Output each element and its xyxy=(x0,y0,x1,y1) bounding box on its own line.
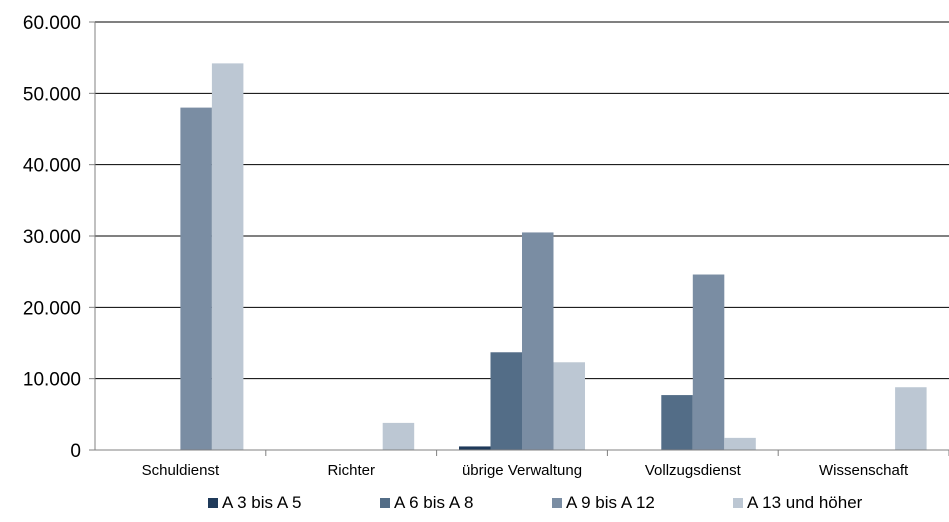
bar-4-4 xyxy=(724,437,756,450)
y-tick-label: 0 xyxy=(70,441,81,462)
y-tick-label: 50.000 xyxy=(23,84,81,105)
legend-swatch xyxy=(552,498,562,508)
bar-2-4 xyxy=(661,395,693,450)
x-tick-label: übrige Verwaltung xyxy=(462,462,582,479)
legend-label: A 3 bis A 5 xyxy=(222,493,301,512)
legend-swatch xyxy=(208,498,218,508)
legend-label: A 9 bis A 12 xyxy=(566,493,655,512)
x-tick-label: Vollzugsdienst xyxy=(645,462,742,479)
y-tick-label: 30.000 xyxy=(23,227,81,248)
legend-swatch xyxy=(380,498,390,508)
bar-4-5 xyxy=(895,387,927,450)
bar-4-2 xyxy=(382,422,415,450)
bar-3-3 xyxy=(522,232,554,450)
legend: A 3 bis A 5 A 6 bis A 8 A 9 bis A 12 A 13 u… xyxy=(208,493,863,512)
x-tick-label: Schuldienst xyxy=(142,462,220,479)
x-tick-label: Richter xyxy=(327,462,375,479)
legend-label: A 6 bis A 8 xyxy=(394,493,473,512)
bar-4-3 xyxy=(553,362,585,450)
y-tick-label: 20.000 xyxy=(23,298,81,319)
y-tick-label: 60.000 xyxy=(23,13,81,34)
y-tick-label: 40.000 xyxy=(23,156,81,177)
legend-label: A 13 und höher xyxy=(747,493,863,512)
bar-2-3 xyxy=(490,352,522,450)
bar-3-4 xyxy=(692,274,725,450)
legend-swatch xyxy=(733,498,743,508)
bars xyxy=(180,63,927,451)
x-tick-label: Wissenschaft xyxy=(819,462,909,479)
y-tick-label: 10.000 xyxy=(23,370,81,391)
bar-1-3 xyxy=(459,446,491,450)
axes xyxy=(89,21,949,456)
y-axis-tick-labels: 0 10.000 20.000 30.000 40.000 50.000 60.000 xyxy=(23,13,81,462)
bar-4-1 xyxy=(211,63,244,451)
bar-3-1 xyxy=(180,107,212,450)
x-axis-tick-labels: Schuldienst Richter übrige Verwaltung Vollz… xyxy=(142,462,909,479)
